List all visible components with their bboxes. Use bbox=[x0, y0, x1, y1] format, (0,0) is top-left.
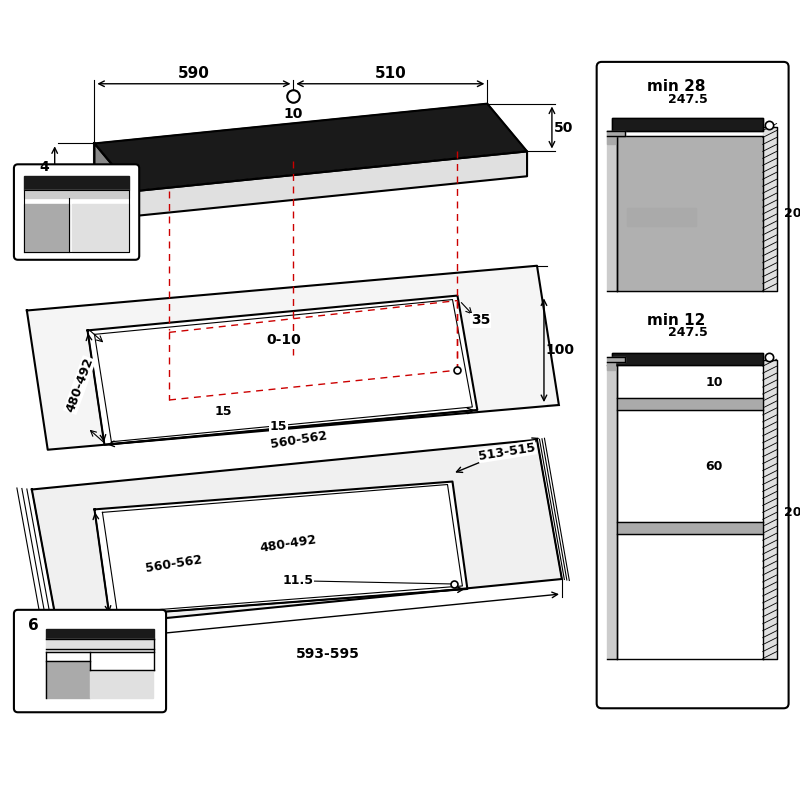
Bar bbox=[46, 638, 154, 651]
Text: min 28: min 28 bbox=[647, 79, 706, 94]
Text: 513-515: 513-515 bbox=[478, 441, 537, 462]
Text: 593-595: 593-595 bbox=[296, 646, 360, 661]
Text: 590: 590 bbox=[178, 66, 210, 82]
Text: 510: 510 bbox=[375, 66, 406, 82]
Bar bbox=[762, 126, 777, 290]
Polygon shape bbox=[94, 482, 467, 616]
Text: 100: 100 bbox=[546, 343, 574, 358]
Text: 247.5: 247.5 bbox=[668, 93, 708, 106]
Bar bbox=[606, 131, 625, 137]
Bar bbox=[72, 204, 130, 252]
Text: 50: 50 bbox=[554, 121, 574, 134]
Text: 35: 35 bbox=[470, 314, 490, 327]
Text: 15: 15 bbox=[270, 420, 287, 434]
Bar bbox=[617, 137, 762, 290]
Bar bbox=[617, 398, 762, 410]
Text: 560-562: 560-562 bbox=[145, 553, 203, 575]
Bar bbox=[46, 629, 154, 638]
Text: 11.5: 11.5 bbox=[283, 574, 314, 587]
Bar bbox=[606, 365, 617, 658]
Bar bbox=[762, 360, 777, 658]
Bar bbox=[24, 190, 130, 198]
Polygon shape bbox=[94, 143, 134, 216]
Text: 20: 20 bbox=[784, 206, 800, 219]
Text: 15: 15 bbox=[215, 406, 233, 418]
Text: 247.5: 247.5 bbox=[668, 326, 708, 339]
Bar bbox=[617, 410, 762, 522]
Text: 4: 4 bbox=[39, 160, 49, 174]
Bar bbox=[617, 522, 762, 534]
FancyBboxPatch shape bbox=[14, 610, 166, 712]
Bar bbox=[606, 137, 614, 145]
Bar bbox=[617, 534, 762, 658]
FancyBboxPatch shape bbox=[14, 164, 139, 260]
Polygon shape bbox=[134, 151, 527, 216]
Text: 560-562: 560-562 bbox=[269, 429, 328, 450]
Bar bbox=[626, 208, 696, 226]
Bar bbox=[611, 118, 762, 131]
Bar bbox=[606, 362, 614, 370]
Bar bbox=[90, 670, 153, 698]
Polygon shape bbox=[32, 440, 562, 629]
FancyBboxPatch shape bbox=[597, 62, 789, 708]
Text: 10: 10 bbox=[284, 106, 303, 121]
Text: 60: 60 bbox=[706, 460, 722, 473]
Bar bbox=[617, 365, 762, 398]
Text: min 12: min 12 bbox=[647, 313, 706, 328]
Bar bbox=[611, 354, 762, 365]
Text: 480-492: 480-492 bbox=[259, 534, 318, 555]
Polygon shape bbox=[87, 295, 478, 445]
Polygon shape bbox=[94, 104, 527, 191]
Bar bbox=[24, 204, 69, 252]
Text: 20: 20 bbox=[784, 506, 800, 519]
Bar bbox=[46, 661, 90, 698]
Text: 6: 6 bbox=[29, 618, 39, 634]
Bar bbox=[606, 131, 617, 290]
Text: 480-492: 480-492 bbox=[64, 356, 95, 414]
Text: 10: 10 bbox=[706, 375, 722, 389]
Text: 0-10: 0-10 bbox=[266, 334, 301, 347]
Bar bbox=[606, 358, 625, 362]
Polygon shape bbox=[27, 266, 559, 450]
Bar bbox=[24, 176, 130, 190]
